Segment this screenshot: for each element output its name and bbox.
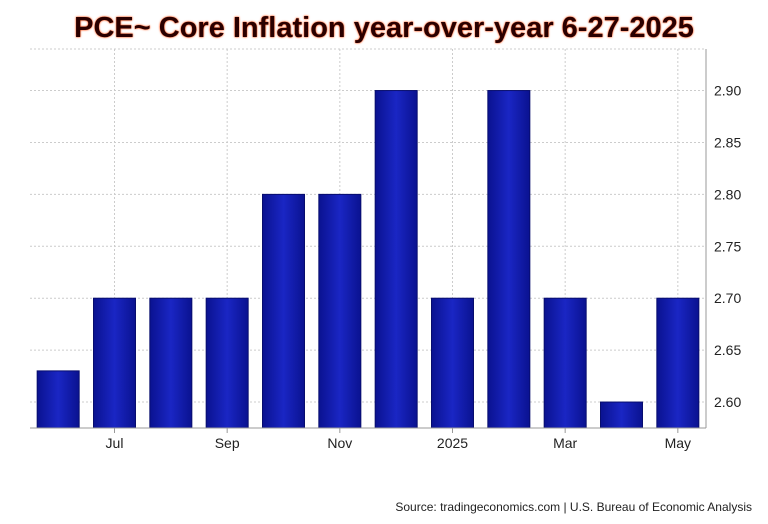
bars-group (36, 90, 700, 429)
x-tick-label: Nov (327, 435, 352, 451)
bar (93, 297, 136, 429)
x-tick-label: Mar (553, 435, 577, 451)
bar (262, 193, 305, 429)
x-tick-label: May (665, 435, 691, 451)
bar (543, 297, 587, 429)
y-tick-label: 2.65 (714, 342, 741, 358)
y-tick-label: 2.80 (714, 186, 741, 202)
x-tick-label: Jul (106, 435, 124, 451)
y-tick-label: 2.70 (714, 290, 741, 306)
axes-group: 2.60 2.65 2.70 2.75 2.80 2.85 2.90 Jul Sep Nov 202… (30, 49, 741, 451)
bar (487, 90, 531, 429)
bar (431, 297, 474, 429)
y-tick-label: 2.90 (714, 83, 741, 99)
chart-title: PCE~ Core Inflation year-over-year 6-27-… (74, 12, 694, 44)
bar (36, 370, 80, 429)
bar (318, 193, 362, 429)
bar (374, 90, 418, 429)
x-tick-label: 2025 (437, 435, 468, 451)
y-tick-label: 2.85 (714, 134, 741, 150)
y-tick-label: 2.60 (714, 394, 741, 410)
source-note: Source: tradingeconomics.com | U.S. Bure… (395, 500, 752, 514)
bar (149, 297, 193, 429)
y-tick-label: 2.75 (714, 238, 741, 254)
bar (600, 401, 643, 429)
x-tick-label: Sep (215, 435, 240, 451)
grid-lines (30, 48, 706, 428)
bar (205, 297, 249, 429)
bar (656, 297, 700, 429)
